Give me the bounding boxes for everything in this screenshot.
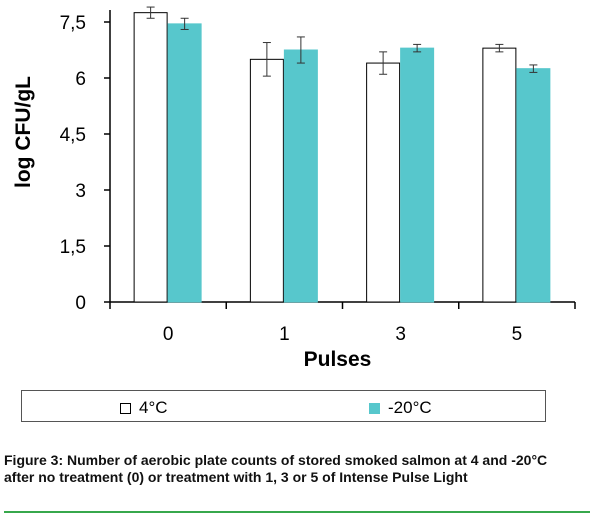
legend: 4°C -20°C (21, 390, 546, 422)
y-tick-label: 4,5 (60, 125, 86, 146)
bar (249, 58, 284, 303)
legend-label-4c: 4°C (139, 398, 168, 417)
legend-label-minus20c: -20°C (388, 398, 432, 417)
legend-swatch-minus20c (369, 402, 380, 414)
y-tick-label: 6 (75, 69, 86, 90)
x-tick-label: 1 (279, 324, 290, 345)
legend-swatch-4c (120, 402, 131, 414)
bar (482, 47, 517, 303)
x-tick-label: 5 (512, 324, 523, 345)
x-tick-label: 0 (163, 324, 174, 345)
bar (283, 49, 318, 303)
y-tick-label: 7,5 (60, 13, 86, 34)
bar (366, 62, 401, 303)
bar (516, 68, 551, 303)
legend-item-minus20c: -20°C (369, 398, 432, 418)
bar-chart: 0 1,5 3 4,5 6 7,5 0 1 3 5 Pulses log CFU/gL (12, 6, 576, 371)
y-tick-label: 1,5 (60, 237, 86, 258)
legend-item-4c: 4°C (120, 398, 168, 418)
bar (133, 12, 168, 303)
x-tick-label: 3 (395, 324, 406, 345)
bar (400, 47, 435, 303)
y-tick-label: 3 (75, 181, 86, 202)
caption-divider (4, 511, 590, 513)
y-axis-title: log CFU/gL (12, 76, 35, 188)
x-axis-title: Pulses (304, 348, 372, 371)
bar (167, 23, 202, 303)
y-tick-label: 0 (75, 293, 86, 314)
figure-caption: Figure 3: Number of aerobic plate counts… (4, 452, 548, 485)
